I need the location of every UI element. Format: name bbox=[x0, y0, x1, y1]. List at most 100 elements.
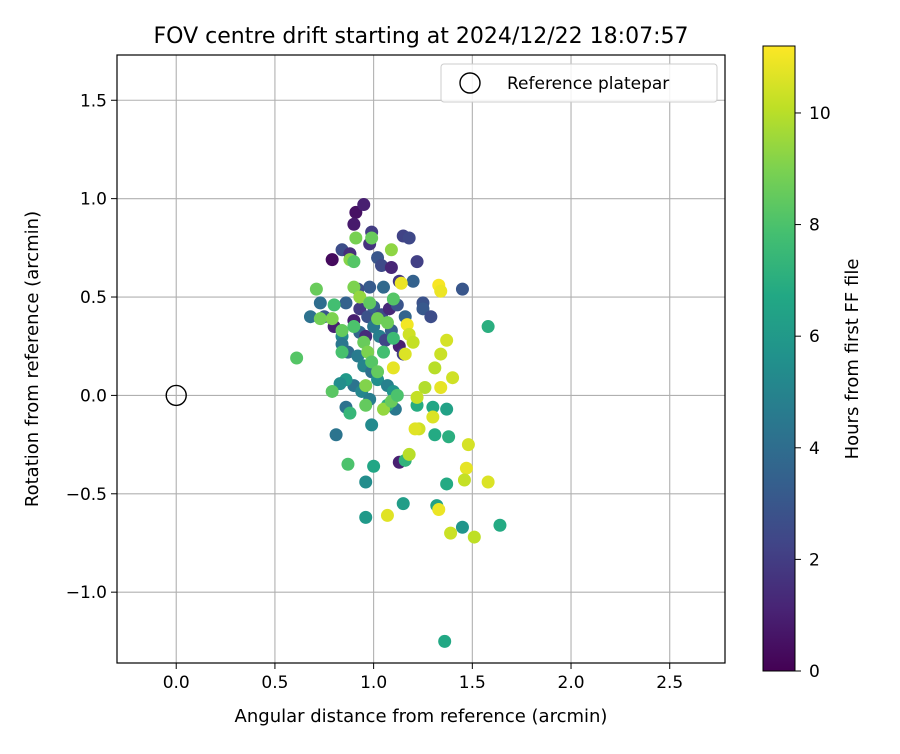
scatter-point bbox=[400, 318, 414, 332]
colorbar-tick-label: 4 bbox=[809, 439, 820, 459]
scatter-point bbox=[380, 316, 394, 330]
scatter-points bbox=[290, 198, 507, 648]
scatter-point bbox=[359, 475, 373, 489]
scatter-point bbox=[434, 381, 448, 395]
scatter-point bbox=[457, 473, 471, 487]
scatter-point bbox=[349, 205, 363, 219]
x-axis-ticks: 0.0 0.5 1.0 1.5 2.0 2.5 bbox=[163, 663, 683, 693]
scatter-point bbox=[309, 282, 323, 296]
scatter-point bbox=[455, 520, 469, 534]
scatter-point bbox=[402, 231, 416, 245]
scatter-point bbox=[406, 335, 420, 349]
scatter-point bbox=[444, 526, 458, 540]
scatter-point bbox=[365, 418, 379, 432]
scatter-point bbox=[442, 430, 456, 444]
scatter-point bbox=[313, 296, 327, 310]
legend-label: Reference platepar bbox=[507, 74, 669, 94]
colorbar-tick-label: 2 bbox=[809, 550, 820, 570]
scatter-point bbox=[375, 259, 389, 273]
colorbar-tick-label: 10 bbox=[809, 104, 831, 124]
scatter-point bbox=[365, 355, 379, 369]
scatter-point bbox=[325, 312, 339, 326]
scatter-point bbox=[440, 333, 454, 347]
scatter-point bbox=[303, 310, 317, 324]
scatter-point bbox=[459, 461, 473, 475]
scatter-point bbox=[386, 361, 400, 375]
scatter-point bbox=[363, 280, 377, 294]
scatter-point bbox=[290, 351, 304, 365]
colorbar: 0 2 4 6 8 10 Hours from first FF file bbox=[762, 45, 863, 682]
y-tick-label: −0.5 bbox=[66, 485, 107, 505]
scatter-point bbox=[440, 477, 454, 491]
scatter-point bbox=[386, 292, 400, 306]
x-tick-label: 1.5 bbox=[459, 673, 486, 693]
scatter-point bbox=[359, 510, 373, 524]
scatter-point bbox=[434, 347, 448, 361]
y-axis-ticks: −1.0 −0.5 0.0 0.5 1.0 1.5 bbox=[66, 91, 117, 603]
scatter-point bbox=[335, 323, 349, 337]
scatter-point bbox=[361, 345, 375, 359]
scatter-point bbox=[365, 231, 379, 245]
colorbar-tick-label: 0 bbox=[809, 662, 820, 682]
scatter-point bbox=[461, 438, 475, 452]
x-tick-label: 1.0 bbox=[360, 673, 387, 693]
scatter-point bbox=[410, 390, 424, 404]
scatter-point bbox=[363, 296, 377, 310]
scatter-point bbox=[313, 312, 327, 326]
scatter-point bbox=[428, 428, 442, 442]
scatter-point bbox=[455, 282, 469, 296]
scatter-point bbox=[440, 402, 454, 416]
scatter-point bbox=[371, 365, 385, 379]
colorbar-label: Hours from first FF file bbox=[842, 259, 863, 460]
x-axis-label: Angular distance from reference (arcmin) bbox=[235, 706, 608, 727]
scatter-point bbox=[380, 508, 394, 522]
legend-marker-icon bbox=[459, 72, 481, 94]
reference-layer bbox=[165, 384, 187, 407]
scatter-point bbox=[416, 302, 430, 316]
scatter-point bbox=[446, 371, 460, 385]
scatter-point bbox=[359, 398, 373, 412]
scatter-point bbox=[390, 388, 404, 402]
x-tick-label: 0.0 bbox=[163, 673, 190, 693]
scatter-point bbox=[396, 497, 410, 511]
scatter-point bbox=[384, 243, 398, 257]
scatter-point bbox=[394, 276, 408, 290]
legend-box bbox=[440, 63, 718, 103]
scatter-point bbox=[410, 255, 424, 269]
scatter-point bbox=[406, 274, 420, 288]
scatter-point bbox=[347, 320, 361, 334]
scatter-point bbox=[325, 384, 339, 398]
scatter-point bbox=[347, 255, 361, 269]
y-axis-label: Rotation from reference (arcmin) bbox=[22, 211, 43, 507]
scatter-point bbox=[361, 310, 375, 324]
scatter-point bbox=[376, 402, 390, 416]
scatter-point bbox=[438, 634, 452, 648]
grid bbox=[117, 55, 725, 663]
colorbar-gradient bbox=[762, 45, 796, 672]
scatter-point bbox=[376, 280, 390, 294]
y-tick-label: 0.5 bbox=[80, 288, 107, 308]
colorbar-tick-label: 8 bbox=[809, 216, 820, 236]
scatter-point bbox=[432, 503, 446, 517]
scatter-point bbox=[467, 530, 481, 544]
scatter-point bbox=[493, 518, 507, 532]
scatter-point bbox=[428, 361, 442, 375]
scatter-point bbox=[347, 217, 361, 231]
scatter-point bbox=[357, 335, 371, 349]
scatter-point bbox=[335, 345, 349, 359]
scatter-point bbox=[367, 459, 381, 473]
scatter-point bbox=[408, 422, 422, 436]
scatter-point bbox=[398, 347, 412, 361]
y-tick-label: −1.0 bbox=[66, 583, 107, 603]
legend: Reference platepar bbox=[440, 63, 718, 103]
scatter-point bbox=[481, 475, 495, 489]
colorbar-tick-label: 6 bbox=[809, 327, 820, 347]
scatter-point bbox=[349, 231, 363, 245]
scatter-point bbox=[359, 379, 373, 393]
scatter-point bbox=[357, 198, 371, 212]
scatter-point bbox=[402, 447, 416, 461]
scatter-point bbox=[327, 298, 341, 312]
scatter-point bbox=[481, 320, 495, 334]
scatter-point bbox=[353, 290, 367, 304]
